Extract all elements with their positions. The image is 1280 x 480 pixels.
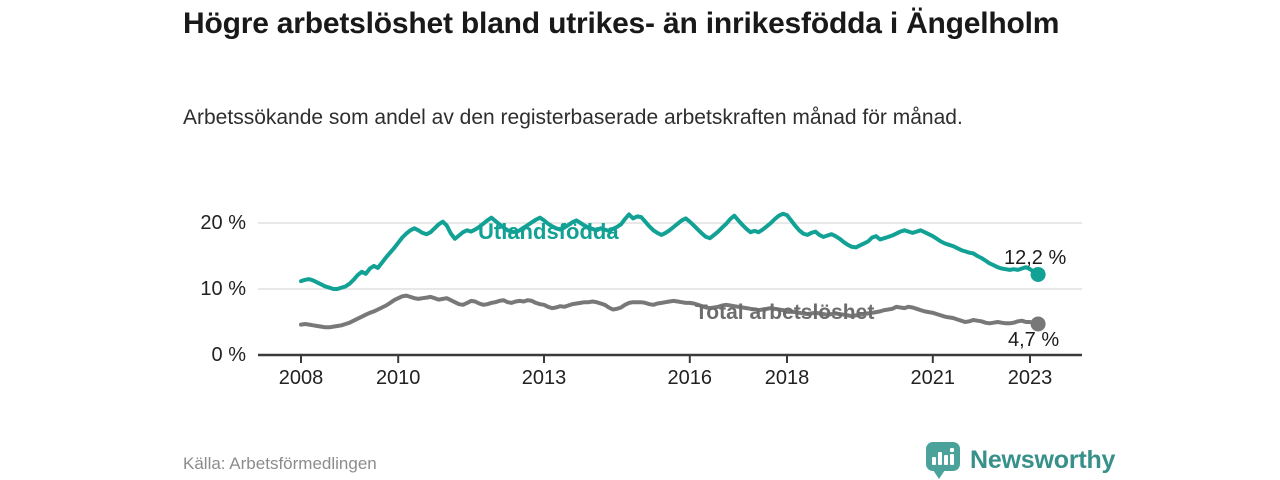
line-utlandsf-dda	[299, 211, 1041, 291]
x-tick-label: 2013	[521, 367, 567, 389]
chart-subtitle: Arbetssökande som andel av den registerb…	[183, 106, 963, 129]
x-tick-label: 2018	[764, 367, 810, 389]
newsworthy-bubble-chart-icon	[926, 442, 960, 479]
x-tick-label: 2023	[1007, 367, 1053, 389]
x-tick-label: 2021	[910, 367, 956, 389]
series-label-utlandsfodda: Utlandsfödda	[478, 219, 619, 244]
source-note: Källa: Arbetsförmedlingen	[183, 454, 377, 473]
end-dot	[1030, 266, 1046, 282]
y-tick-label: 10 %	[200, 278, 246, 300]
page-title: Högre arbetslöshet bland utrikes- än inr…	[183, 7, 1060, 40]
y-tick-label: 20 %	[200, 212, 246, 234]
line-total-arbetsl-shet	[299, 293, 1041, 330]
x-tick-label: 2016	[667, 367, 713, 389]
y-tick-label: 0 %	[211, 344, 246, 366]
x-tick-label: 2010	[375, 367, 421, 389]
x-tick-label: 2008	[278, 367, 324, 389]
newsworthy-logo: Newsworthy	[926, 442, 1115, 480]
series-label-total-arbetsloshet: Total arbetslöshet	[695, 301, 875, 324]
brand-name: Newsworthy	[970, 446, 1116, 474]
end-value-total-arbetsloshet: 4,7 %	[1008, 329, 1060, 351]
end-value-utlandsfodda: 12,2 %	[1004, 247, 1067, 269]
end-dot	[1030, 316, 1046, 332]
